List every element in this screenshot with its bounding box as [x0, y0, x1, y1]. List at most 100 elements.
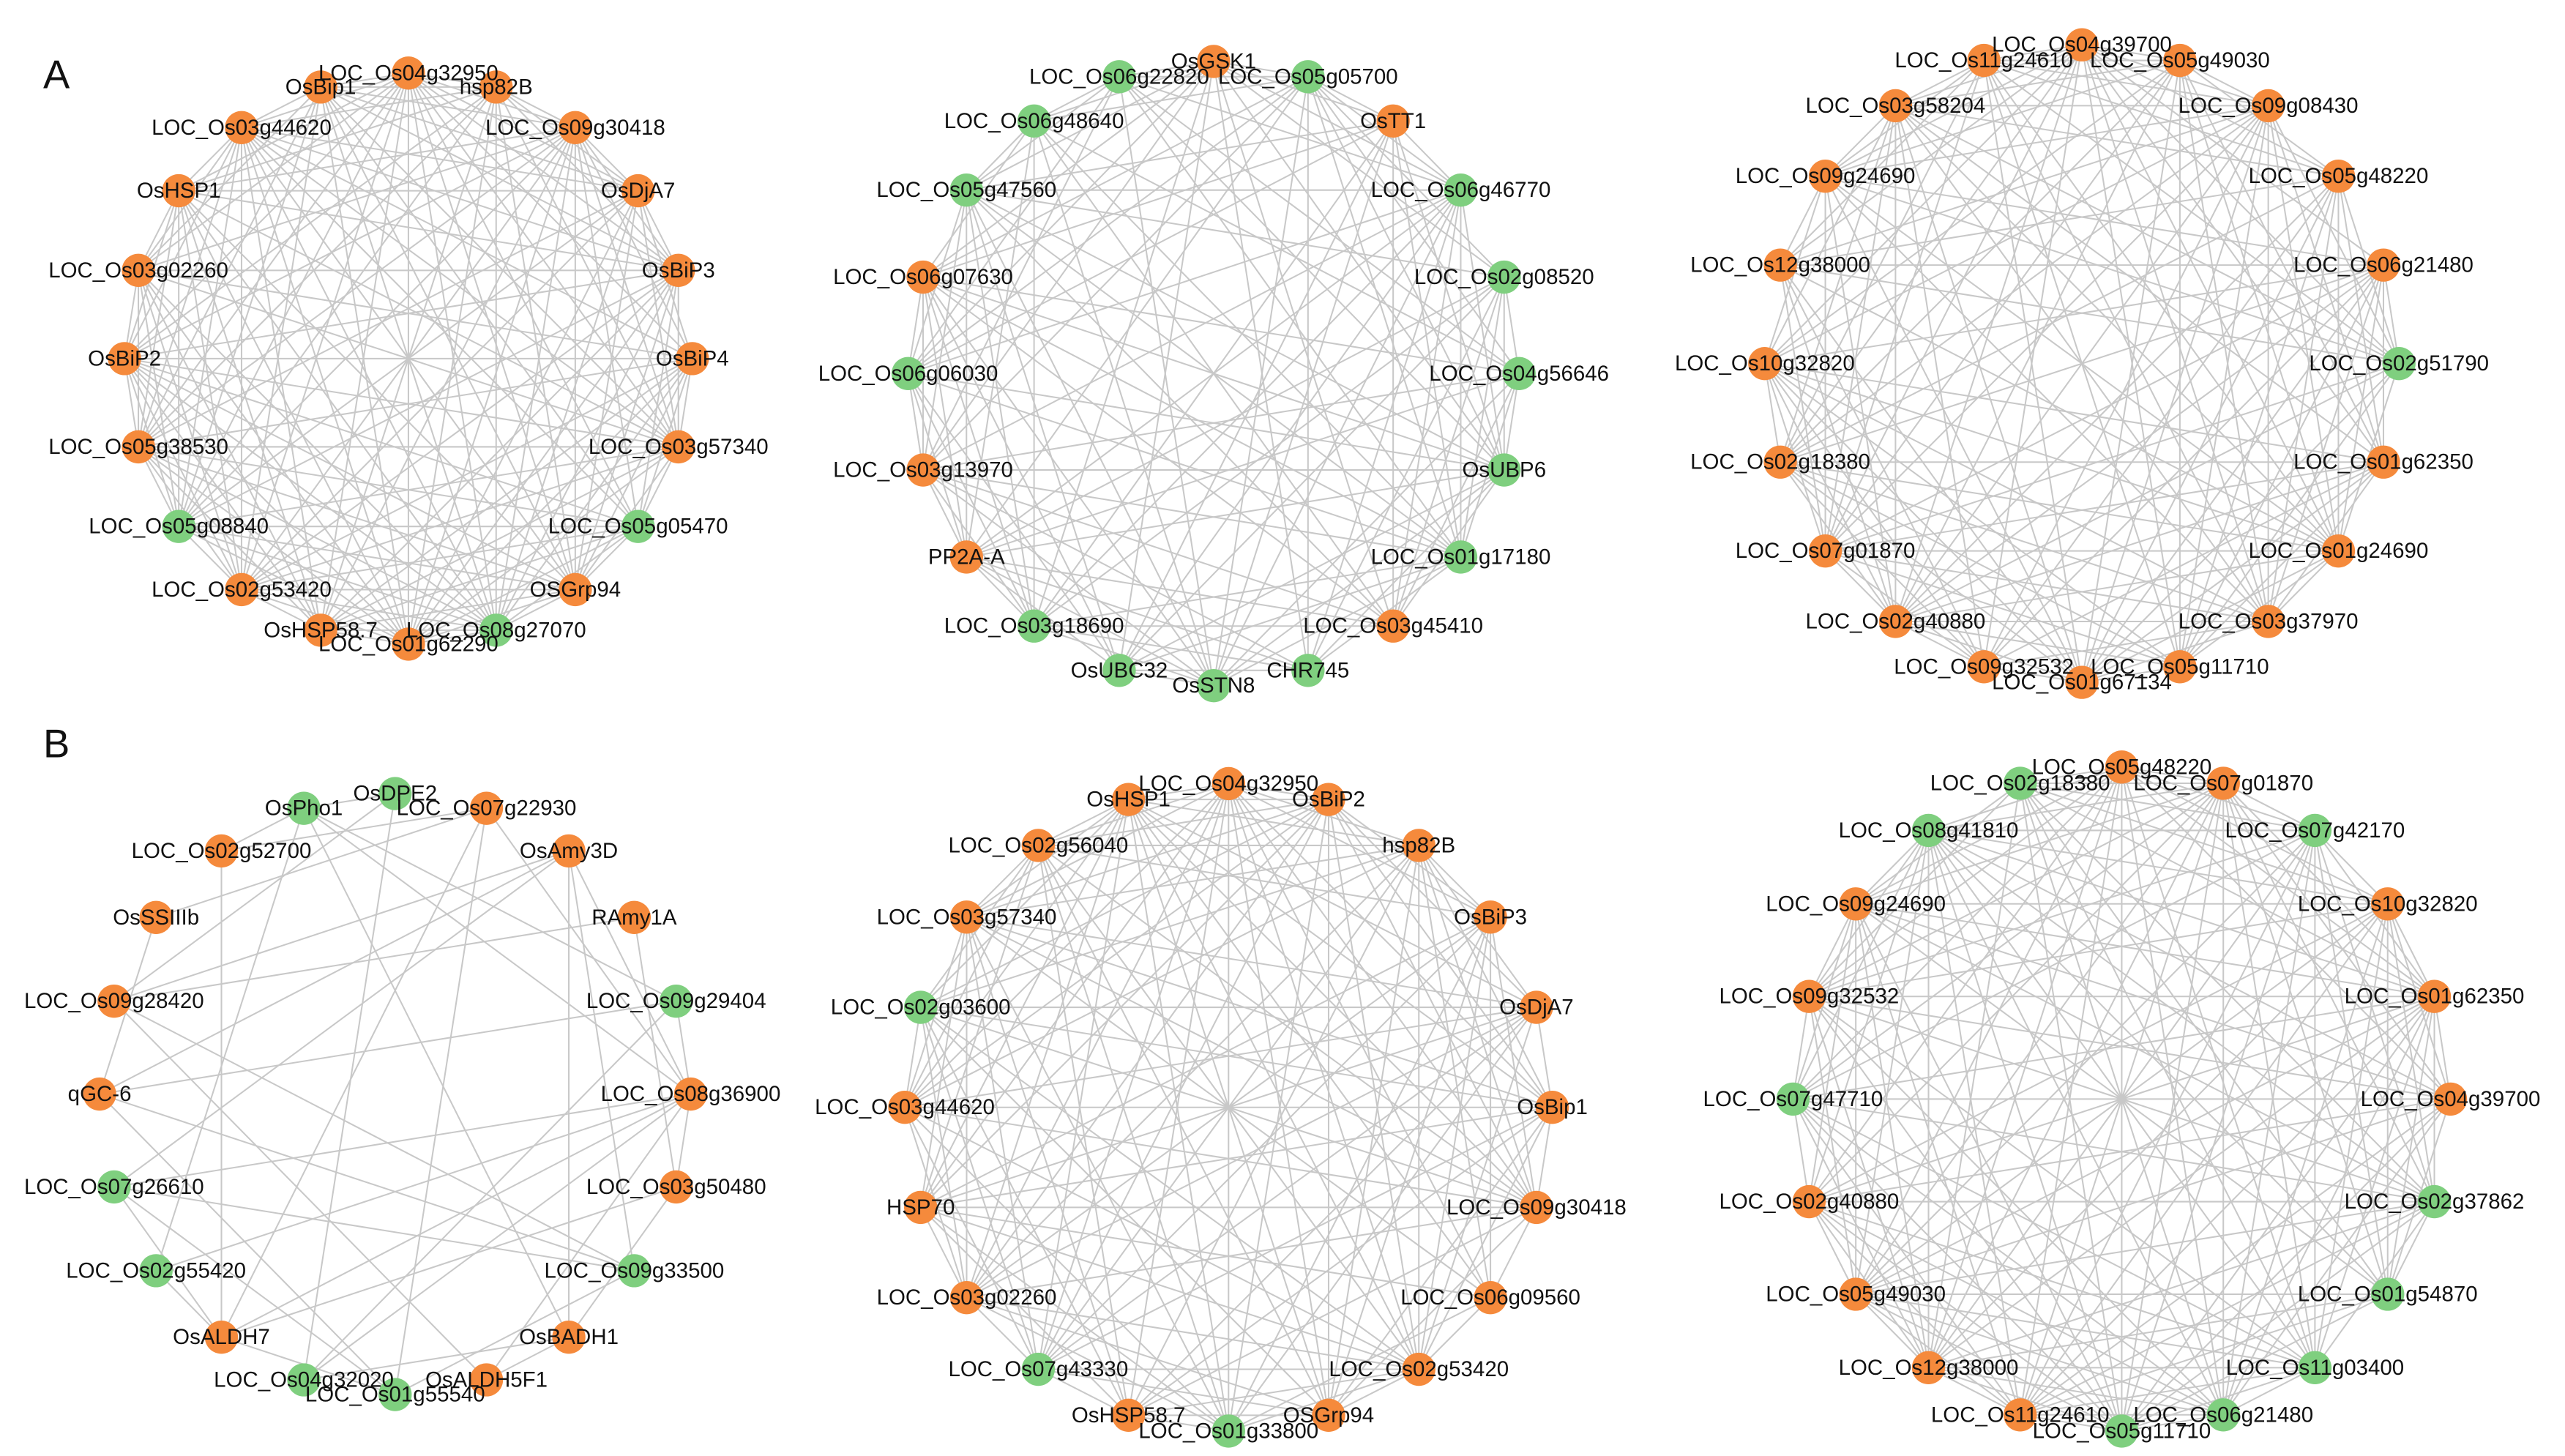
edge [1825, 175, 2400, 365]
edge [408, 72, 693, 359]
edge [124, 127, 242, 359]
node [225, 572, 258, 607]
edge [1809, 1098, 2451, 1203]
node [122, 253, 155, 288]
node [2321, 534, 2356, 568]
node [1444, 540, 1478, 574]
edge [966, 121, 1035, 558]
edge [1118, 61, 1214, 671]
edge [1490, 916, 1537, 1208]
node-label: LOC_Os03g50480 [586, 1175, 766, 1199]
node [1792, 1184, 1826, 1219]
edge [2121, 1098, 2452, 1432]
edge [1780, 175, 2339, 463]
node [1763, 445, 1797, 479]
node-label: OsSSIIIb [113, 906, 199, 930]
edge [2081, 550, 2339, 684]
edge [1855, 1293, 1930, 1369]
node-label: LOC_Os07g22930 [397, 796, 577, 821]
node [287, 1363, 321, 1397]
node [1017, 104, 1051, 138]
node-label: LOC_Os03g44620 [152, 116, 332, 140]
edge [2267, 264, 2384, 622]
edge [178, 269, 679, 528]
edge [966, 783, 1229, 918]
edge [637, 270, 679, 527]
node-label: LOC_Os09g24690 [1766, 892, 1946, 916]
edge [178, 127, 242, 527]
edge [485, 1093, 692, 1381]
edge [138, 72, 409, 448]
edge [1983, 60, 2083, 683]
node-label: OsBiP4 [656, 346, 729, 370]
edge [1212, 76, 1309, 686]
node-label: LOC_Os03g02260 [877, 1285, 1057, 1310]
edge [1780, 461, 1985, 668]
node [2251, 89, 2285, 123]
edge [966, 61, 1214, 191]
edge [320, 446, 679, 631]
edge [1763, 363, 1782, 463]
edge [138, 86, 321, 447]
edge [1983, 59, 2339, 177]
edge [303, 793, 396, 1381]
edge [138, 190, 639, 448]
edge [1928, 1367, 2021, 1416]
node-label: OsBiP3 [1454, 905, 1527, 929]
edge [320, 86, 638, 192]
edge [904, 1007, 1537, 1108]
node [552, 1321, 586, 1354]
node-label: LOC_Os05g05700 [1218, 64, 1398, 89]
node [888, 1091, 922, 1124]
edge [1228, 799, 1329, 1432]
edge [303, 1001, 677, 1381]
edge [904, 1107, 1039, 1370]
node [108, 342, 141, 376]
node [1748, 347, 1782, 381]
nodes [83, 28, 2468, 1448]
edge [2019, 783, 2225, 1416]
edge [922, 75, 1309, 278]
node-label: LOC_Os06g46770 [1371, 178, 1551, 202]
node-label: OsDjA7 [1499, 996, 1574, 1020]
edge [1793, 1098, 2435, 1203]
node [1291, 654, 1325, 687]
edge [1780, 264, 1897, 622]
node-label: LOC_Os07g42170 [2225, 818, 2405, 843]
node-label: LOC_Os09g30418 [485, 116, 665, 140]
edge [1780, 461, 2181, 668]
edge [1780, 105, 1897, 463]
edge [2020, 783, 2389, 905]
edge [1824, 105, 2269, 552]
node-label: LOC_Os07g26610 [24, 1175, 204, 1199]
edge [919, 1007, 968, 1298]
edge [1038, 1368, 1329, 1416]
edge [1825, 550, 2269, 622]
edge [1127, 799, 1491, 1299]
edge [1460, 277, 1505, 558]
edge [1033, 189, 1462, 627]
edge [1895, 550, 2339, 622]
node [162, 509, 195, 543]
edge [2314, 903, 2389, 1368]
edge [138, 269, 692, 359]
edge [179, 127, 576, 192]
edge [178, 190, 679, 448]
edge [574, 127, 639, 527]
edge [919, 1007, 1039, 1370]
edge [124, 358, 497, 631]
edge [1927, 829, 2435, 1203]
node [904, 1190, 938, 1225]
edge [904, 845, 1039, 1108]
node-label: LOC_Os03g45410 [1303, 614, 1483, 638]
edge [922, 276, 1461, 558]
edge [178, 127, 576, 527]
edge [1037, 799, 1130, 846]
edge [922, 277, 1120, 671]
edge [1808, 996, 1930, 1368]
node-label: LOC_Os05g48220 [2249, 164, 2429, 188]
node-label: LOC_Os06g21480 [2293, 253, 2473, 277]
node [2382, 347, 2416, 381]
node-label: RAmy1A [591, 906, 677, 930]
edge [1792, 1098, 2021, 1416]
